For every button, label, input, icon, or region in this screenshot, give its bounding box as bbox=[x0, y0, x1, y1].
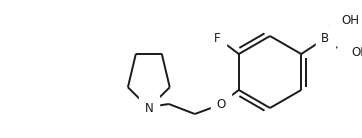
Text: B: B bbox=[321, 31, 329, 44]
Text: F: F bbox=[214, 31, 220, 44]
Text: OH: OH bbox=[341, 14, 359, 26]
Text: OH: OH bbox=[351, 46, 362, 59]
Text: N: N bbox=[144, 102, 153, 115]
Text: O: O bbox=[216, 98, 226, 111]
